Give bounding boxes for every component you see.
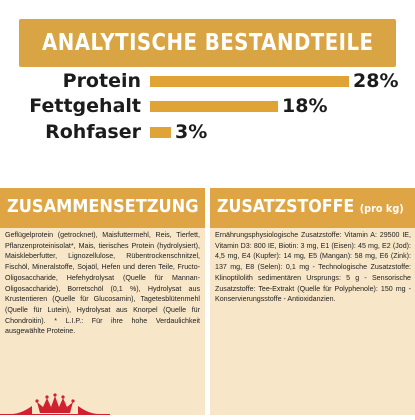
composition-text: Geflügelprotein (getrocknet), Maisfutter…: [5, 231, 200, 336]
nutrient-row-fiber: Rohfaser 3%: [0, 119, 415, 145]
nutrient-label: Fettgehalt: [29, 95, 141, 117]
nutrient-value: 28%: [353, 70, 399, 92]
crown-logo-icon: [0, 393, 110, 415]
additives-heading-suffix: (pro kg): [359, 202, 404, 215]
nutrient-value: 18%: [282, 95, 328, 117]
nutrient-label: Rohfaser: [45, 121, 141, 143]
royal-canin-logo: [0, 393, 110, 415]
title-banner: ANALYTISCHE BESTANDTEILE: [19, 19, 396, 67]
additives-text: Ernährungsphysiologische Zusatzstoffe: V…: [215, 231, 411, 304]
composition-header: ZUSAMMENSETZUNG: [0, 188, 205, 228]
composition-panel: ZUSAMMENSETZUNG Geflügelprotein (getrock…: [0, 188, 205, 415]
additives-heading-wrap: ZUSATZSTOFFE (pro kg): [217, 196, 404, 217]
nutrient-row-fat: Fettgehalt 18%: [0, 93, 415, 119]
nutrient-bar: [150, 76, 349, 87]
nutrient-row-protein: Protein 28%: [0, 68, 415, 94]
additives-heading: ZUSATZSTOFFE: [217, 196, 355, 217]
composition-heading: ZUSAMMENSETZUNG: [7, 196, 199, 217]
page-title: ANALYTISCHE BESTANDTEILE: [41, 30, 374, 56]
additives-panel: ZUSATZSTOFFE (pro kg) Ernährungsphysiolo…: [210, 188, 415, 415]
additives-header: ZUSATZSTOFFE (pro kg): [210, 188, 415, 228]
nutrient-value: 3%: [175, 121, 208, 143]
nutrient-bar: [150, 101, 278, 112]
nutrient-label: Protein: [62, 70, 141, 92]
nutrient-bar: [150, 127, 171, 138]
